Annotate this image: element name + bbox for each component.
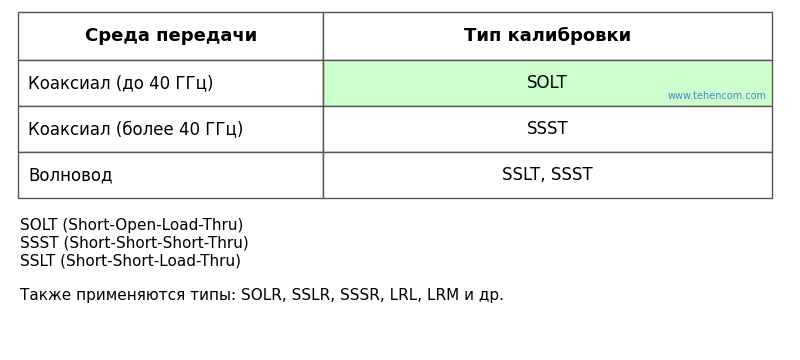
Text: Коаксиал (более 40 ГГц): Коаксиал (более 40 ГГц) [28,120,243,138]
Bar [18,106,323,152]
Bar [323,60,772,106]
Text: SSLT (Short-Short-Load-Thru): SSLT (Short-Short-Load-Thru) [20,254,241,269]
Bar [18,60,323,106]
Text: SOLT: SOLT [527,74,568,92]
Text: Тип калибровки: Тип калибровки [464,27,631,45]
Text: SSLT, SSST: SSLT, SSST [502,166,593,184]
Bar [323,152,772,198]
Text: Коаксиал (до 40 ГГц): Коаксиал (до 40 ГГц) [28,74,214,92]
Text: SSST (Short-Short-Short-Thru): SSST (Short-Short-Short-Thru) [20,236,249,251]
Text: Также применяются типы: SOLR, SSLR, SSSR, LRL, LRM и др.: Также применяются типы: SOLR, SSLR, SSSR… [20,288,504,303]
Bar [323,106,772,152]
Text: Среда передачи: Среда передачи [85,27,257,45]
Bar [323,12,772,60]
Text: SOLT (Short-Open-Load-Thru): SOLT (Short-Open-Load-Thru) [20,218,243,233]
Bar [18,152,323,198]
Bar [18,12,323,60]
Text: SSST: SSST [527,120,569,138]
Text: Волновод: Волновод [28,166,113,184]
Text: www.tehencom.com: www.tehencom.com [668,91,767,101]
